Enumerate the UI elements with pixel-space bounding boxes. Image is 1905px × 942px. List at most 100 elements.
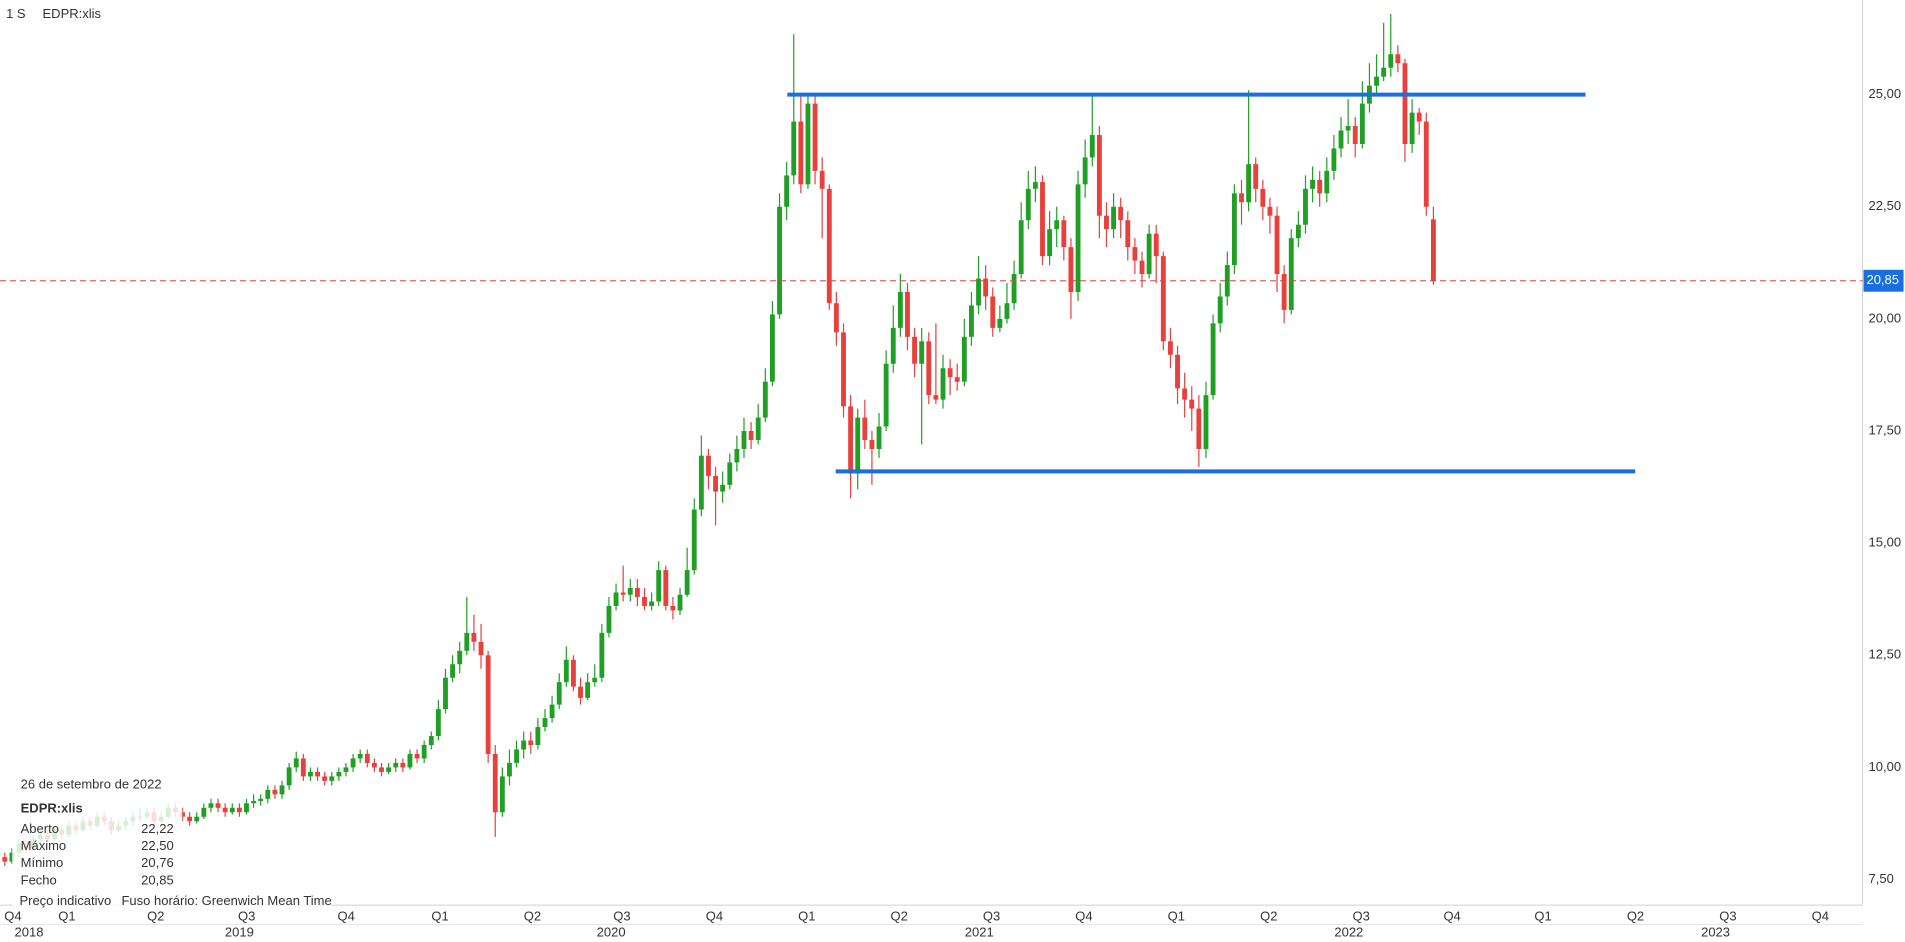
candle-body [386, 767, 392, 772]
candle-body [684, 570, 690, 595]
candle-body [748, 431, 754, 441]
candle-body [265, 789, 271, 799]
candle-body [1132, 247, 1138, 261]
info-value: 22,22 [141, 821, 174, 836]
candle-body [1395, 54, 1401, 64]
candle-body [1430, 219, 1436, 281]
candle-body [848, 406, 854, 474]
x-tick-label: Q4 [706, 909, 723, 924]
footer-box [12, 892, 331, 910]
candle-body [222, 807, 228, 813]
candle-body [897, 291, 903, 328]
x-tick-label: Q2 [524, 909, 541, 924]
candle-body [933, 395, 939, 400]
candle-body [1153, 233, 1159, 257]
candle-body [919, 341, 925, 364]
candle-body [443, 677, 448, 710]
candle-body [961, 336, 967, 382]
candle-body [940, 368, 946, 400]
footer-timezone: Fuso horário: Greenwich Mean Time [121, 893, 331, 908]
candle-body [1168, 341, 1173, 355]
candle-body [393, 762, 399, 768]
info-value: 20,85 [141, 872, 174, 887]
candle-body [798, 121, 804, 185]
x-tick-label: Q4 [4, 909, 21, 924]
candle-body [1331, 148, 1337, 171]
symbol: EDPR:xlis [43, 6, 102, 21]
candle-body [563, 659, 569, 683]
x-tick-label: Q4 [1075, 909, 1092, 924]
candle-body [507, 762, 512, 777]
candle-body [947, 368, 953, 378]
candle-body [1416, 112, 1422, 122]
year-label: 2021 [965, 924, 994, 939]
info-date: 26 de setembro de 2022 [21, 776, 162, 791]
candle-body [578, 686, 583, 698]
x-tick-label: Q3 [613, 909, 630, 924]
candle-body [350, 758, 356, 768]
candle-body [286, 767, 292, 786]
candle-body [1310, 179, 1316, 189]
marks [0, 13, 1863, 867]
x-tick-label: Q2 [1627, 909, 1644, 924]
candle-body [379, 767, 384, 772]
info-value: 22,50 [141, 838, 174, 853]
candle-body [229, 807, 235, 813]
candle-body [1281, 274, 1287, 310]
candle-body [1139, 260, 1145, 275]
candle-body [1160, 256, 1166, 342]
candle-body [300, 758, 306, 777]
candle-body [606, 605, 612, 633]
candle-body [308, 771, 313, 777]
candle-body [1246, 164, 1252, 203]
candle-body [741, 431, 747, 449]
candle-body [1082, 157, 1088, 185]
y-tick-label: 20,00 [1869, 310, 1902, 325]
candle-body [656, 570, 662, 602]
x-tick-label: Q4 [1443, 909, 1460, 924]
candle-body [905, 291, 910, 337]
candle-body [1182, 388, 1188, 400]
candle-body [976, 278, 981, 306]
candle-body [585, 682, 591, 698]
candle-body [279, 785, 285, 795]
candle-body [997, 318, 1003, 328]
candle-body [791, 121, 797, 176]
candle-body [883, 363, 889, 427]
candle-body [1352, 126, 1358, 144]
candle-body [1388, 54, 1394, 68]
candle-body [315, 771, 320, 777]
candle-body [549, 704, 555, 719]
candle-body [805, 103, 811, 185]
footer-note: Preço indicativo [19, 893, 111, 908]
candle-body [926, 341, 932, 396]
info-symbol: EDPR:xlis [21, 801, 83, 816]
year-label: 2018 [15, 924, 44, 939]
candle-body [677, 594, 683, 611]
x-tick-label: Q1 [798, 909, 815, 924]
candle-body [556, 682, 562, 705]
candle-body [862, 417, 868, 441]
candle-body [912, 336, 918, 364]
info-box [12, 767, 183, 895]
y-tick-label: 22,50 [1869, 198, 1902, 213]
candle-body [1089, 135, 1095, 158]
candle-body [1423, 121, 1429, 207]
candle-body [720, 484, 726, 492]
year-label: 2019 [225, 924, 254, 939]
x-tick-label: Q2 [890, 909, 907, 924]
candle-body [215, 803, 221, 808]
x-tick-label: Q4 [1812, 909, 1829, 924]
candle-body [784, 175, 790, 207]
candle-body [713, 475, 718, 492]
x-tick-label: Q3 [1352, 909, 1369, 924]
candle-body [1096, 135, 1102, 216]
candle-body [599, 632, 605, 678]
candle-body [1317, 179, 1323, 194]
candle-body [1004, 303, 1010, 319]
candle-body [428, 736, 434, 745]
candle-body [208, 803, 214, 808]
candle-body [1047, 229, 1053, 257]
candle-body [542, 718, 548, 728]
